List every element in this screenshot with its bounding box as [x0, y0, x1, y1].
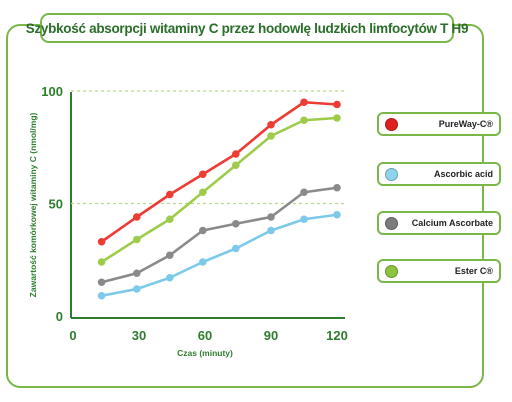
legend-item-3: Ester C®: [377, 259, 501, 283]
legend-label-2: Calcium Ascorbate: [411, 218, 493, 228]
data-point-1-5: [267, 226, 275, 235]
data-point-0-2: [166, 190, 174, 199]
data-point-2-0: [97, 278, 106, 287]
data-point-2-2: [166, 251, 174, 260]
legend-label-3: Ester C®: [454, 266, 493, 276]
legend-item-2: Calcium Ascorbate: [377, 211, 501, 235]
x-tick-label-0: 0: [69, 328, 76, 343]
x-axis-label: Czas (minuty): [177, 348, 233, 358]
data-point-0-3: [199, 170, 207, 179]
data-point-1-1: [133, 285, 141, 293]
data-point-1-7: [333, 210, 341, 219]
data-point-1-2: [166, 273, 174, 282]
legend-marker-3: [385, 264, 398, 278]
data-point-0-5: [267, 120, 275, 129]
data-point-3-3: [199, 188, 207, 197]
data-point-3-1: [133, 235, 141, 244]
data-point-0-4: [232, 150, 240, 158]
data-point-2-4: [232, 219, 240, 228]
chart-title: Szybkość absorpcji witaminy C przez hodo…: [25, 20, 469, 36]
data-point-0-6: [300, 98, 308, 107]
data-point-0-7: [333, 100, 341, 109]
data-point-3-5: [267, 132, 275, 140]
y-tick-label-100: 100: [41, 84, 63, 99]
data-point-2-3: [199, 226, 207, 235]
data-point-0-0: [97, 237, 106, 246]
data-point-0-1: [133, 213, 141, 221]
x-tick-label-120: 120: [326, 328, 348, 343]
x-tick-label-30: 30: [132, 328, 146, 343]
data-point-2-1: [133, 269, 141, 278]
legend-marker-0: [385, 117, 398, 131]
x-tick-label-90: 90: [264, 328, 278, 343]
legend-marker-2: [385, 216, 398, 230]
data-point-3-7: [333, 114, 341, 122]
data-point-2-7: [333, 183, 341, 192]
data-point-3-0: [97, 258, 106, 266]
x-tick-label-60: 60: [198, 328, 212, 343]
legend-label-1: Ascorbic acid: [433, 169, 493, 179]
title-box: Szybkość absorpcji witaminy C przez hodo…: [26, 13, 469, 43]
series-0: [97, 98, 341, 246]
series-line-1: [101, 213, 338, 298]
y-axis-label: Zawartość komórkowej witaminy C (nmol/mg…: [28, 112, 38, 297]
data-point-3-4: [232, 161, 240, 170]
series-line-0: [100, 100, 338, 243]
data-point-1-3: [199, 258, 207, 266]
series-line-2: [101, 186, 338, 284]
data-point-1-6: [300, 215, 308, 224]
data-point-2-5: [267, 213, 275, 221]
y-tick-label-0: 0: [56, 309, 63, 324]
data-point-1-4: [232, 244, 240, 253]
series-1: [97, 210, 341, 300]
y-tick-label-50: 50: [49, 197, 63, 212]
data-point-3-2: [166, 215, 174, 224]
data-point-1-0: [97, 291, 106, 300]
series-line-3: [100, 116, 338, 264]
legend-item-1: Ascorbic acid: [377, 162, 501, 186]
series-2: [97, 183, 341, 287]
series-3: [97, 114, 341, 266]
legend-label-0: PureWay-C®: [438, 119, 493, 129]
legend-item-0: PureWay-C®: [377, 112, 501, 136]
data-point-3-6: [300, 116, 308, 125]
legend-marker-1: [385, 167, 398, 181]
data-point-2-6: [300, 188, 308, 197]
